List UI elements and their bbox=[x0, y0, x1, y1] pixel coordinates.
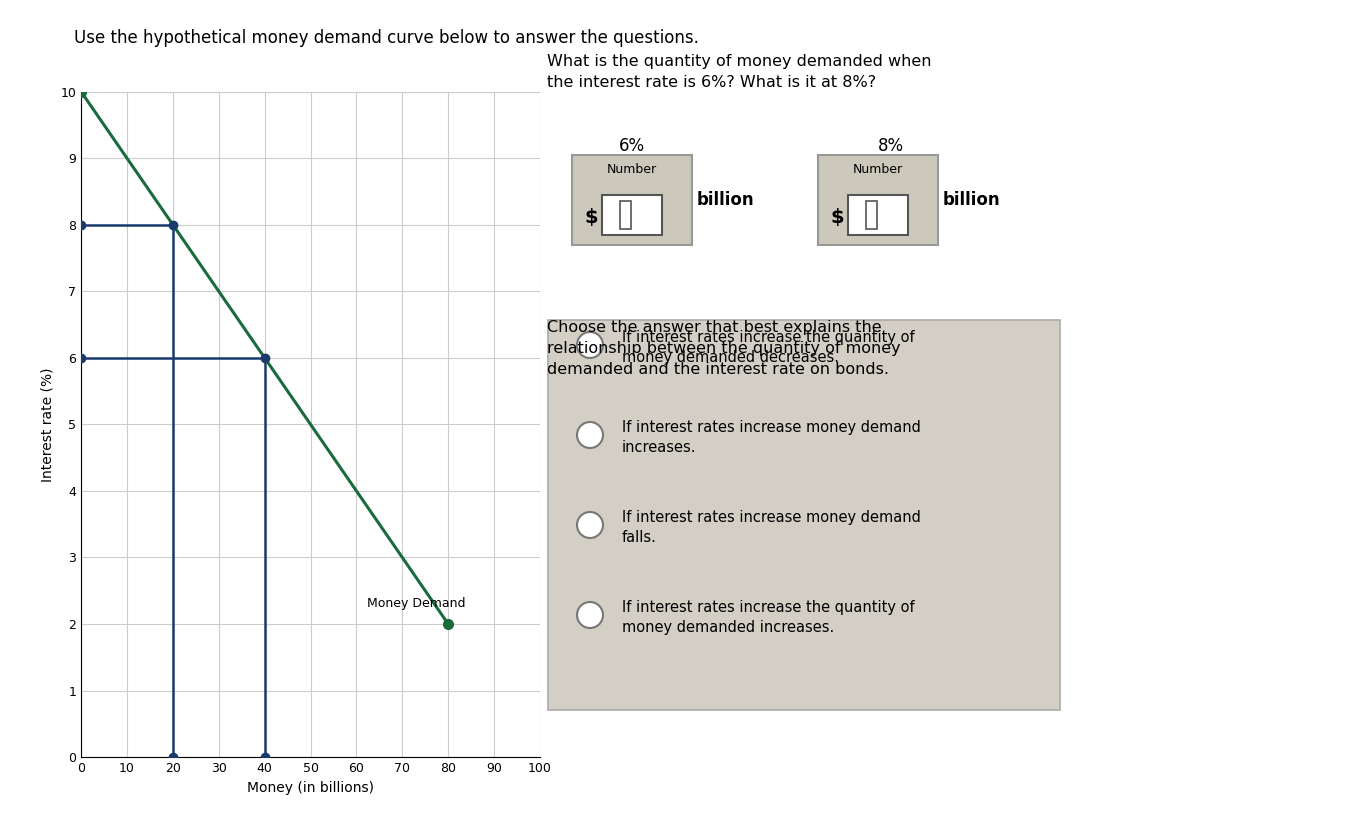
Text: If interest rates increase money demand
falls.: If interest rates increase money demand … bbox=[622, 510, 921, 545]
Text: Number: Number bbox=[608, 163, 657, 176]
Circle shape bbox=[576, 422, 603, 448]
FancyBboxPatch shape bbox=[602, 195, 662, 235]
X-axis label: Money (in billions): Money (in billions) bbox=[247, 780, 374, 795]
FancyBboxPatch shape bbox=[848, 195, 909, 235]
Y-axis label: Interest rate (%): Interest rate (%) bbox=[40, 367, 55, 482]
Circle shape bbox=[576, 512, 603, 538]
FancyBboxPatch shape bbox=[548, 320, 1060, 710]
Circle shape bbox=[576, 332, 603, 358]
Text: Money Demand: Money Demand bbox=[367, 597, 466, 611]
Text: $: $ bbox=[830, 207, 844, 226]
Text: billion: billion bbox=[944, 191, 1000, 209]
Circle shape bbox=[576, 602, 603, 628]
Text: Choose the answer that best explains the
relationship between the quantity of mo: Choose the answer that best explains the… bbox=[547, 320, 900, 378]
FancyBboxPatch shape bbox=[865, 201, 876, 229]
Text: If interest rates increase the quantity of
money demanded decreases.: If interest rates increase the quantity … bbox=[622, 330, 915, 364]
Text: Use the hypothetical money demand curve below to answer the questions.: Use the hypothetical money demand curve … bbox=[74, 29, 699, 47]
Text: If interest rates increase the quantity of
money demanded increases.: If interest rates increase the quantity … bbox=[622, 600, 915, 635]
Text: $: $ bbox=[585, 207, 598, 226]
FancyBboxPatch shape bbox=[620, 201, 630, 229]
FancyBboxPatch shape bbox=[818, 155, 938, 245]
Text: What is the quantity of money demanded when
the interest rate is 6%? What is it : What is the quantity of money demanded w… bbox=[547, 54, 931, 90]
FancyBboxPatch shape bbox=[572, 155, 693, 245]
Text: 8%: 8% bbox=[878, 137, 904, 156]
Text: If interest rates increase money demand
increases.: If interest rates increase money demand … bbox=[622, 420, 921, 455]
Text: billion: billion bbox=[697, 191, 755, 209]
Text: Number: Number bbox=[853, 163, 903, 176]
Text: 6%: 6% bbox=[618, 137, 645, 156]
